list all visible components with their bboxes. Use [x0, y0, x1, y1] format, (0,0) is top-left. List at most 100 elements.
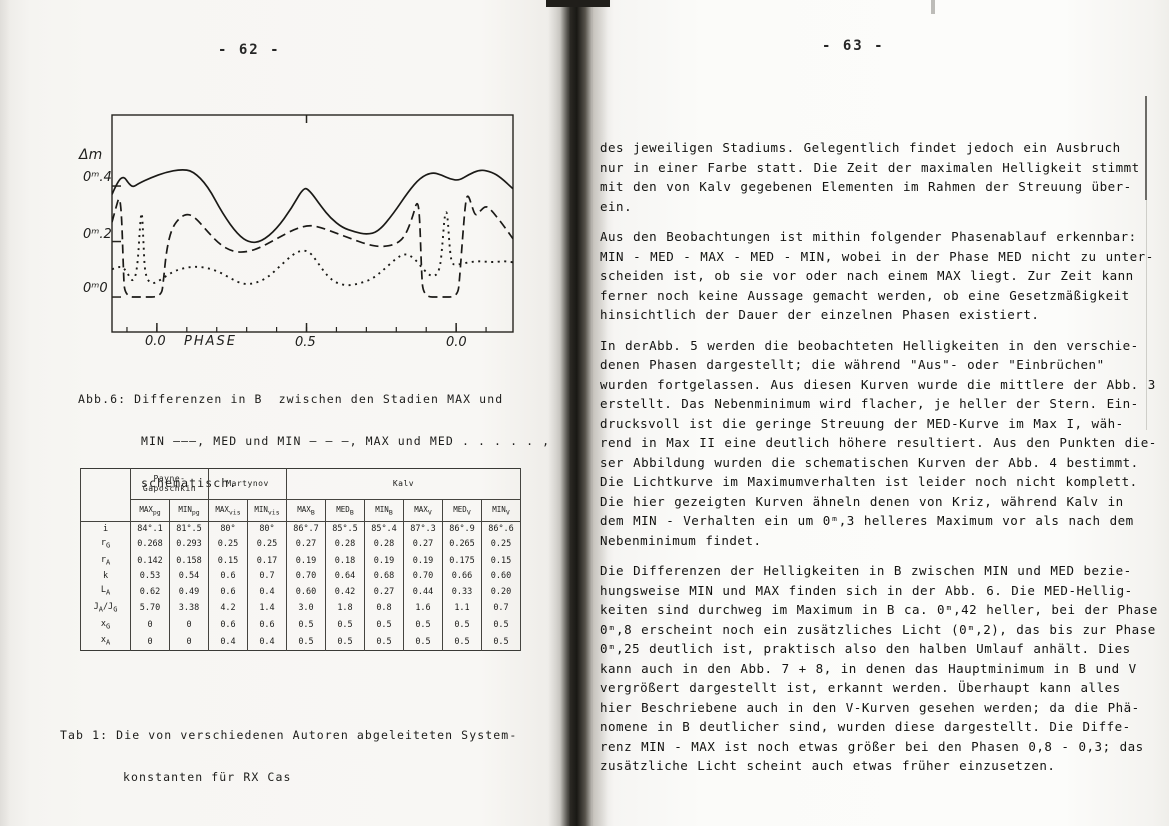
- table-cell: 0: [169, 633, 209, 651]
- paragraph: Die Differenzen der Helligkeiten in B zw…: [600, 561, 1158, 776]
- table-caption-tab1: Tab 1: Die von verschiedenen Autoren abg…: [60, 700, 517, 812]
- table-cell: 0.18: [325, 552, 365, 570]
- table-cell: 0.5: [364, 616, 404, 634]
- table-cell: 0.27: [286, 536, 326, 553]
- text-line: keiten sind durchweg im Maximum in B ca.…: [600, 602, 1158, 617]
- table-group-header: Payne- Gaposchkin: [130, 468, 209, 500]
- table-cell: 86°.9: [442, 521, 482, 536]
- table-cell: 0.7: [481, 600, 521, 617]
- text-line: nomene in B deutlicher sind, wurden dies…: [600, 719, 1131, 734]
- table-cell: 0.175: [442, 552, 482, 570]
- table-cell: 0.53: [130, 569, 170, 584]
- table-row: LA 0.62 0.49 0.6 0.4 0.60 0.42 0.27 0.44 0.33 0.20: [80, 583, 521, 601]
- table-cell: 86°.7: [286, 521, 326, 536]
- table-cell: 0.25: [481, 536, 521, 553]
- text-line: nur in einer Farbe statt. Die Zeit der m…: [600, 159, 1140, 175]
- curve-dotted: [112, 211, 513, 287]
- table-cell: 0.5: [442, 633, 482, 651]
- table-cell: 0.15: [481, 552, 521, 570]
- table-cell: 0.19: [364, 552, 404, 570]
- table-row-label: JA/JG: [80, 600, 131, 617]
- text-line: rend in Max II eine deutlich höhere resu…: [600, 435, 1157, 450]
- table-cell: 0.6: [208, 583, 248, 601]
- figure-caption-line: MIN ———, MED und MIN — — —, MAX und MED …: [141, 434, 551, 448]
- text-line: 0ᵐ,25 deutlich ist, praktisch also den h…: [600, 641, 1131, 656]
- table-cell: 0.27: [403, 536, 443, 553]
- table-cell: 0: [130, 616, 170, 634]
- text-line: Die Lichtkurve im Maximumverhalten ist l…: [600, 474, 1138, 489]
- text-line: Die hier gezeigten Kurven ähneln denen v…: [600, 493, 1124, 509]
- table-cell: 0.5: [481, 633, 521, 651]
- table-cell: 0.5: [286, 633, 326, 651]
- scan-artifact-gutter-top: [546, 0, 610, 7]
- table-column-header: MINvis: [247, 499, 287, 522]
- x-tick-label-0a: 0.0: [145, 334, 166, 349]
- table-cell: 0.25: [247, 536, 287, 553]
- table-cell: 1.6: [403, 600, 443, 617]
- table-cell: 1.1: [442, 600, 482, 617]
- table-column-header: MINB: [364, 499, 404, 522]
- text-line: vergrößert dargestellt ist, erkannt werd…: [600, 680, 1121, 695]
- table-cell: 0.70: [286, 569, 326, 584]
- table-cell: 87°.3: [403, 521, 443, 536]
- text-line: hungsweise MIN und MAX finden sich in de…: [600, 582, 1133, 598]
- table-row-label: rA: [80, 552, 131, 570]
- text-line: Nebenminimum findet.: [600, 532, 762, 548]
- book-gutter-shadow: [548, 0, 608, 826]
- table-cell: 0.5: [442, 616, 482, 634]
- table-row: i 84°.1 81°.5 80° 80° 86°.7 85°.5 85°.4 87°.3 86°…: [80, 521, 521, 536]
- table-caption-line: Tab 1: Die von verschiedenen Autoren abg…: [60, 728, 518, 742]
- table-row-label: rG: [80, 536, 131, 553]
- text-line: renz MIN - MAX ist noch etwas größer bei…: [600, 738, 1144, 754]
- table-cell: 0.5: [403, 633, 443, 651]
- table-cell: 0.5: [286, 616, 326, 634]
- table-cell: 0: [130, 633, 170, 651]
- table-cell: 0.4: [247, 633, 287, 651]
- text-line: hier Beschriebene auch in den V-Kurven g…: [600, 699, 1140, 715]
- text-line: dem MIN - Verhalten ein um 0ᵐ,3 helleres…: [600, 513, 1134, 528]
- table-column-header: MEDV: [442, 499, 482, 522]
- scan-artifact-left-edge: [0, 0, 10, 826]
- system-constants-table: Payne- Gaposchkin Martynov Kalv MAXpg MINpg M…: [80, 468, 521, 652]
- chart-canvas: [111, 114, 514, 333]
- y-tick-label-00: 0ᵐ0: [83, 281, 108, 296]
- table-cell: 85°.5: [325, 521, 365, 536]
- table-row-label: xA: [80, 633, 131, 651]
- table-row: k 0.53 0.54 0.6 0.7 0.70 0.64 0.68 0.70 0.66 0.60: [80, 569, 521, 584]
- table-column-header: MAXV: [403, 499, 443, 522]
- table-cell: 3.0: [286, 600, 326, 617]
- text-line: mit den von Kalv gegebenen Elementen im …: [600, 179, 1132, 194]
- scan-artifact-right-edge-faint: [1146, 200, 1147, 430]
- table-row-label: k: [80, 569, 131, 584]
- y-tick-label-04: 0ᵐ.4: [83, 170, 112, 185]
- table-row-label: xG: [80, 616, 131, 634]
- table-cell: 0.64: [325, 569, 365, 584]
- page-62: [0, 0, 568, 826]
- table-column-header: MAXpg: [130, 499, 170, 522]
- x-tick-label-0b: 0.0: [446, 335, 467, 350]
- table-cell: 0.293: [169, 536, 209, 553]
- text-line: scheiden ist, ob sie vor oder nach einem…: [600, 268, 1134, 283]
- text-line: 0ᵐ,8 erscheint noch ein zusätzliches Lic…: [600, 621, 1156, 637]
- table-cell: 0.268: [130, 536, 170, 553]
- text-line: denen Phasen dargestellt; die während "A…: [600, 357, 1105, 372]
- text-line: MIN - MED - MAX - MED - MIN, wobei in de…: [600, 248, 1154, 264]
- table-cell: 0.6: [208, 616, 248, 634]
- figure-caption-line: Abb.6: Differenzen in B zwischen den Sta…: [78, 392, 504, 406]
- table-group-header: Martynov: [208, 468, 287, 500]
- table-cell: 0.19: [286, 552, 326, 570]
- plot-frame: [111, 114, 514, 333]
- text-line: ser Abbildung wurden die schematischen K…: [600, 454, 1139, 470]
- page-number-left: - 62 -: [218, 42, 281, 58]
- text-line: ferner noch keine Aussage gemacht werden…: [600, 287, 1130, 303]
- table-cell: 0.20: [481, 583, 521, 601]
- text-line: drucksvoll ist die geringe Streuung der …: [600, 415, 1124, 431]
- table-cell: 1.4: [247, 600, 287, 617]
- table-cell: 0.5: [325, 633, 365, 651]
- text-line: zusätzliche Licht scheint auch etwas frü…: [600, 758, 1056, 773]
- table-cell: 0.6: [208, 569, 248, 584]
- table-cell: 0.44: [403, 583, 443, 601]
- curve-dashed: [112, 195, 513, 298]
- scan-artifact-right-edge-line: [1145, 96, 1147, 200]
